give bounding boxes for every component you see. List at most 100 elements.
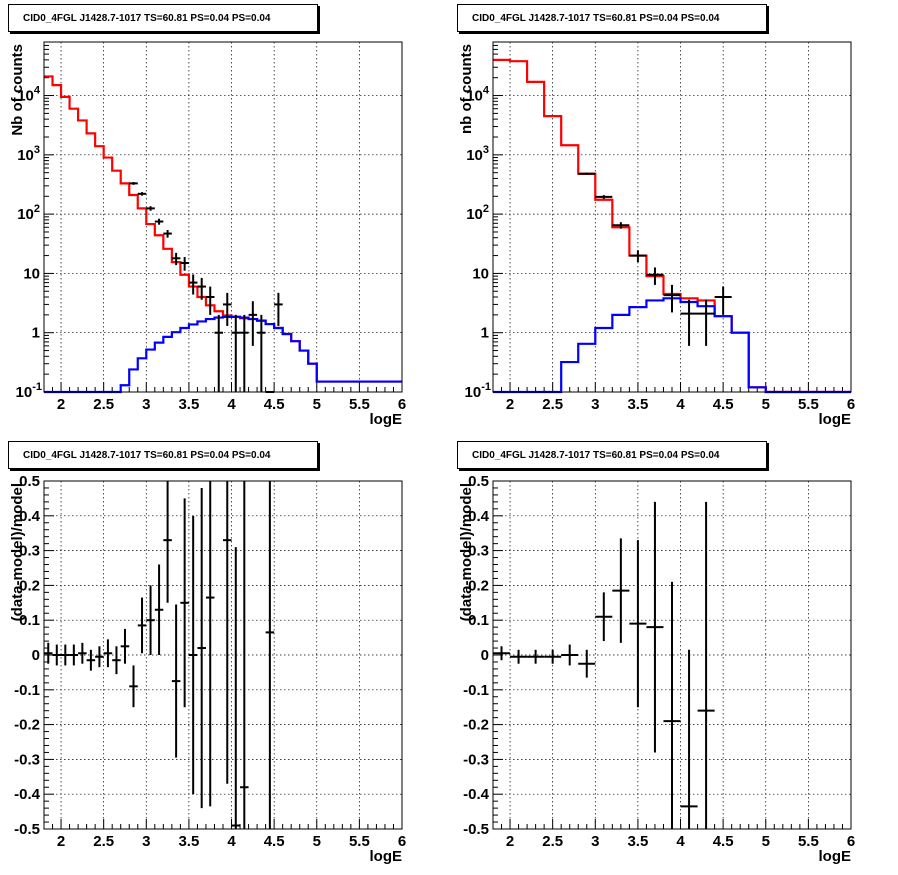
x-tick-label: 5 bbox=[762, 396, 770, 413]
plot-area: 2 2.5 3 3.5 4 4.5 5 5.5 6 10-1 1 10 102 103 104 logE Nb … bbox=[9, 41, 406, 428]
y-axis-title: Nb of counts bbox=[9, 44, 26, 136]
x-tick-label: 3 bbox=[142, 396, 150, 413]
data-point bbox=[265, 481, 275, 829]
data-point bbox=[663, 284, 681, 313]
data-point bbox=[154, 218, 164, 225]
y-tick-label: 0.1 bbox=[19, 612, 40, 629]
plot-title: CID0_4FGL J1428.7-1017 TS=60.81 PS=0.04 … bbox=[8, 441, 318, 469]
x-tick-label: 4 bbox=[227, 833, 236, 850]
x-tick-label: 5.5 bbox=[349, 396, 370, 413]
y-tick-label: -0.2 bbox=[14, 717, 40, 734]
x-tick-label: 5.5 bbox=[349, 833, 370, 850]
plot-frame bbox=[492, 480, 852, 830]
data-point bbox=[171, 252, 181, 266]
y-tick-label: 0.1 bbox=[468, 612, 489, 629]
data-point bbox=[493, 646, 511, 661]
x-tick-label: 2 bbox=[57, 833, 65, 850]
y-tick-label: 0.3 bbox=[468, 543, 489, 560]
data-point bbox=[188, 274, 198, 295]
x-axis-title: logE bbox=[370, 411, 403, 428]
y-axis-title: (data-model)/model bbox=[9, 483, 26, 621]
x-tick-label: 4.5 bbox=[264, 396, 285, 413]
x-tick-label: 5 bbox=[313, 833, 321, 850]
y-tick-label: 0.4 bbox=[468, 508, 490, 525]
x-tick-label: 4 bbox=[676, 396, 685, 413]
data-point bbox=[171, 604, 181, 758]
x-tick-label: 3.5 bbox=[627, 396, 648, 413]
data-point bbox=[163, 230, 172, 238]
y-tick-label: -0.1 bbox=[14, 682, 40, 699]
x-tick-label: 2.5 bbox=[93, 396, 114, 413]
data-point bbox=[231, 314, 241, 392]
data-point bbox=[86, 649, 96, 671]
data-point bbox=[629, 540, 647, 708]
data-point bbox=[595, 592, 613, 642]
y-tick-label: 104 bbox=[17, 85, 41, 105]
data-point bbox=[697, 501, 715, 829]
x-tick-label: 3.5 bbox=[178, 833, 199, 850]
residual-plot-fine-bins: 2 2.5 3 3.5 4 4.5 5 5.5 6 -0.5 -0.4 -0.3 -0.2 -0.1 0 0.… bbox=[9, 473, 406, 865]
y-tick-label: 0.4 bbox=[19, 508, 41, 525]
x-tick-label: 5.5 bbox=[798, 396, 819, 413]
data-point bbox=[112, 646, 121, 675]
data-point bbox=[595, 195, 613, 199]
data-point bbox=[248, 301, 258, 346]
data-point bbox=[129, 182, 138, 185]
pad-residual-right: CID0_4FGL J1428.7-1017 TS=60.81 PS=0.04 … bbox=[449, 437, 898, 875]
data-point bbox=[578, 649, 596, 678]
x-tick-label: 4.5 bbox=[264, 833, 285, 850]
x-tick-label: 2.5 bbox=[93, 833, 114, 850]
y-axis-title: (data-model)/model bbox=[458, 483, 475, 621]
data-point bbox=[544, 649, 562, 664]
data-point bbox=[646, 267, 664, 285]
data-point bbox=[180, 257, 189, 271]
plot-frame bbox=[43, 41, 403, 393]
x-tick-label: 5.5 bbox=[798, 833, 819, 850]
data-point bbox=[714, 286, 732, 315]
y-tick-label: 0.5 bbox=[19, 473, 40, 490]
data-point bbox=[612, 222, 630, 229]
y-tick-label: 10-1 bbox=[16, 381, 42, 401]
pad-spectrum-left: CID0_4FGL J1428.7-1017 TS=60.81 PS=0.04 … bbox=[0, 0, 449, 437]
data-point bbox=[44, 642, 53, 664]
x-tick-label: 2 bbox=[506, 833, 514, 850]
data-point bbox=[205, 286, 215, 315]
model-total-line bbox=[493, 58, 851, 394]
plot-frame bbox=[492, 41, 852, 393]
plot-title: CID0_4FGL J1428.7-1017 TS=60.81 PS=0.04 … bbox=[8, 4, 318, 32]
data-point bbox=[663, 581, 681, 829]
data-point bbox=[52, 644, 62, 666]
plot-title: CID0_4FGL J1428.7-1017 TS=60.81 PS=0.04 … bbox=[457, 441, 767, 469]
data-point bbox=[61, 644, 70, 666]
y-tick-label: -0.5 bbox=[14, 821, 40, 838]
model-source-line bbox=[493, 297, 851, 394]
y-tick-label: -0.5 bbox=[463, 821, 489, 838]
x-tick-label: 4 bbox=[227, 396, 236, 413]
x-tick-label: 5 bbox=[762, 833, 770, 850]
data-point bbox=[646, 501, 664, 753]
x-tick-label: 3.5 bbox=[178, 396, 199, 413]
data-point bbox=[274, 292, 283, 326]
x-tick-label: 4.5 bbox=[713, 396, 734, 413]
y-tick-label: 102 bbox=[17, 203, 40, 223]
y-tick-label: 0.2 bbox=[468, 577, 489, 594]
plot-frame bbox=[43, 480, 403, 830]
y-tick-label: 1 bbox=[32, 325, 40, 342]
data-point bbox=[103, 639, 113, 668]
x-tick-label: 2.5 bbox=[542, 396, 563, 413]
data-point bbox=[629, 250, 647, 263]
x-tick-label: 3.5 bbox=[627, 833, 648, 850]
data-point bbox=[240, 314, 249, 392]
y-tick-label: 10-1 bbox=[465, 381, 491, 401]
x-axis-title: logE bbox=[819, 848, 852, 865]
data-point bbox=[78, 642, 87, 664]
data-point bbox=[146, 206, 155, 211]
data-point bbox=[163, 481, 172, 603]
pad-spectrum-right: CID0_4FGL J1428.7-1017 TS=60.81 PS=0.04 … bbox=[449, 0, 898, 437]
y-axis-title: nb of counts bbox=[458, 44, 475, 134]
data-point bbox=[697, 299, 715, 346]
x-tick-label: 3 bbox=[591, 833, 599, 850]
data-point bbox=[180, 498, 189, 708]
data-point bbox=[120, 628, 130, 664]
data-point bbox=[188, 515, 198, 795]
